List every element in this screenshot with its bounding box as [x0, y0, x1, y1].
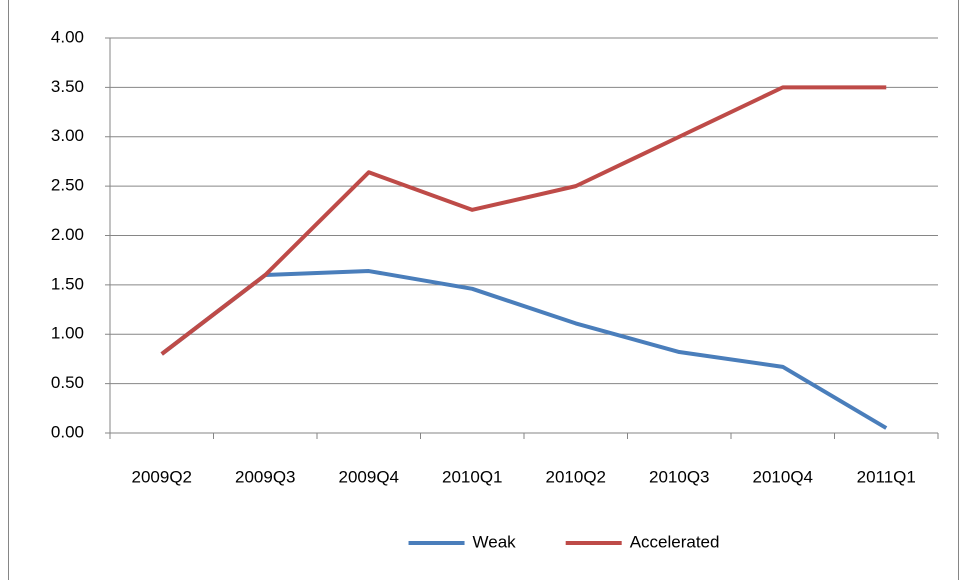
y-tick-label: 1.00 [51, 324, 84, 343]
x-tick-label: 2011Q1 [857, 467, 916, 486]
y-tick-label: 3.00 [51, 126, 84, 145]
y-tick-label: 3.50 [51, 77, 84, 96]
x-tick-label: 2009Q3 [235, 467, 296, 486]
legend-label: Weak [473, 532, 517, 551]
x-tick-label: 2010Q2 [546, 467, 607, 486]
y-tick-label: 2.50 [51, 176, 84, 195]
y-tick-label: 0.50 [51, 373, 84, 392]
x-tick-label: 2010Q4 [753, 467, 814, 486]
x-tick-label: 2010Q3 [649, 467, 710, 486]
x-tick-label: 2009Q4 [339, 467, 400, 486]
y-tick-label: 2.00 [51, 225, 84, 244]
y-tick-label: 1.50 [51, 274, 84, 293]
x-tick-label: 2009Q2 [132, 467, 193, 486]
chart-border [8, 0, 959, 580]
y-tick-label: 4.00 [51, 27, 84, 46]
legend-label: Accelerated [630, 532, 720, 551]
series-line [160, 269, 888, 430]
x-tick-label: 2010Q1 [442, 467, 503, 486]
y-tick-label: 0.00 [51, 422, 84, 441]
series-line [160, 85, 887, 356]
